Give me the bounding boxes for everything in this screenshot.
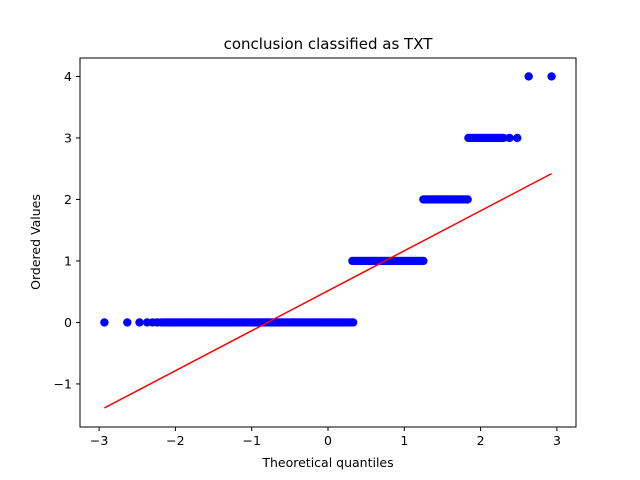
chart-title: conclusion classified as TXT xyxy=(224,35,434,53)
data-point xyxy=(100,318,109,327)
y-tick-label: 4 xyxy=(64,69,72,84)
x-tick-label: −2 xyxy=(166,433,184,448)
data-point xyxy=(123,318,132,327)
fit-line xyxy=(104,172,552,409)
fit-line-group xyxy=(104,172,552,409)
y-tick-label: 1 xyxy=(64,253,72,268)
x-tick-label: −1 xyxy=(242,433,260,448)
data-point xyxy=(419,256,428,266)
data-points xyxy=(100,72,556,327)
data-point xyxy=(348,318,358,327)
data-point xyxy=(547,72,556,81)
data-point xyxy=(524,72,533,81)
y-axis-ticks: −1 0 1 2 3 4 xyxy=(54,69,80,391)
data-point xyxy=(513,133,522,143)
x-axis-ticks: −3 −2 −1 0 1 2 3 xyxy=(90,427,561,448)
y-tick-label: 2 xyxy=(64,192,72,207)
data-point xyxy=(505,133,514,143)
y-tick-label: 0 xyxy=(64,315,72,330)
x-tick-label: −3 xyxy=(90,433,108,448)
x-tick-label: 2 xyxy=(477,433,485,448)
data-point xyxy=(135,318,144,327)
x-tick-label: 3 xyxy=(553,433,561,448)
x-axis-label: Theoretical quantiles xyxy=(261,455,393,470)
x-tick-label: 0 xyxy=(324,433,332,448)
data-point xyxy=(499,133,508,143)
x-tick-label: 1 xyxy=(400,433,408,448)
y-axis-label: Ordered Values xyxy=(28,194,43,290)
y-tick-label: 3 xyxy=(64,130,72,145)
plot-area xyxy=(80,58,576,427)
data-point xyxy=(463,195,472,204)
y-tick-label: −1 xyxy=(54,376,72,391)
